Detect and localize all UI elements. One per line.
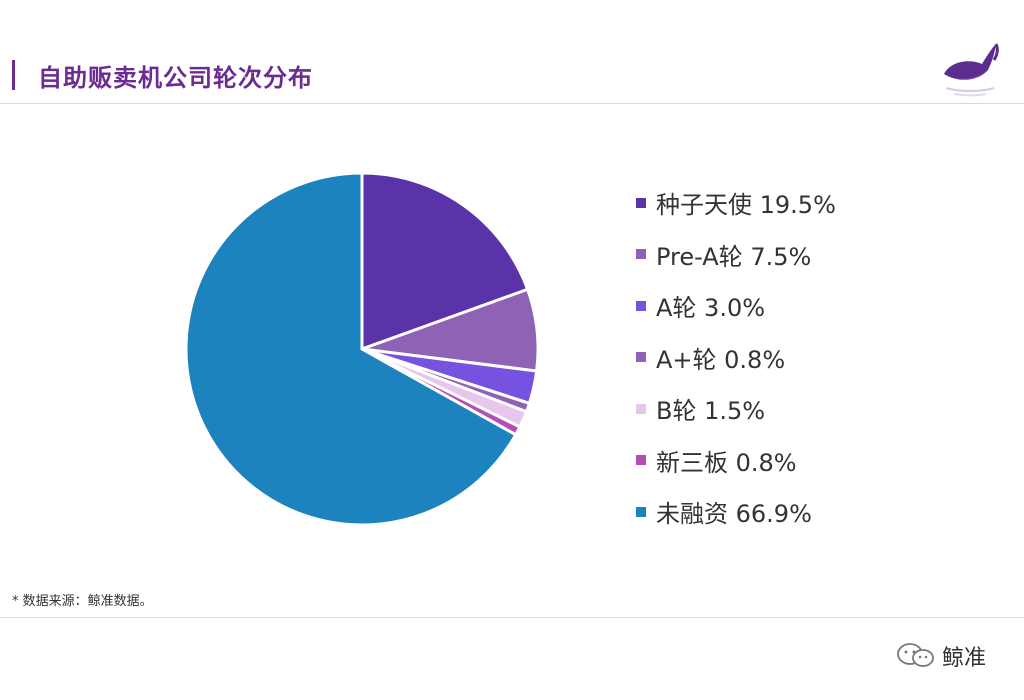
legend-label: A+轮 0.8% <box>656 345 786 374</box>
legend-swatch <box>636 455 646 466</box>
chart-legend: 种子天使 19.5% Pre-A轮 7.5% A轮 3.0% A+轮 0.8% B轮 1… <box>636 177 836 538</box>
legend-swatch <box>636 506 646 517</box>
brand-name: 鲸准 <box>942 646 987 671</box>
legend-swatch <box>636 300 646 311</box>
legend-item: 新三板 0.8% <box>636 435 836 487</box>
legend-label: A轮 3.0% <box>656 294 766 323</box>
legend-item: 种子天使 19.5% <box>636 177 836 229</box>
footer-divider <box>0 617 1024 618</box>
legend-label: 种子天使 19.5% <box>656 191 836 220</box>
legend-swatch <box>636 197 646 208</box>
legend-swatch <box>636 352 646 363</box>
pie-slice <box>360 171 530 352</box>
legend-swatch <box>636 249 646 260</box>
source-note: * 数据来源：鲸准数据。 <box>12 594 153 609</box>
title-accent-bar <box>12 60 15 90</box>
legend-label: 新三板 0.8% <box>656 448 797 477</box>
legend-item: Pre-A轮 7.5% <box>636 229 836 281</box>
legend-item: A+轮 0.8% <box>636 332 836 384</box>
pie-chart <box>184 171 540 527</box>
legend-label: B轮 1.5% <box>656 397 766 426</box>
legend-item: B轮 1.5% <box>636 383 836 435</box>
wechat-icon <box>897 643 934 667</box>
page-title: 自助贩卖机公司轮次分布 <box>38 64 313 92</box>
header-divider <box>0 103 1024 104</box>
pie-slice <box>184 171 518 527</box>
legend-swatch <box>636 403 646 414</box>
legend-item: 未融资 66.9% <box>636 486 836 538</box>
legend-item: A轮 3.0% <box>636 280 836 332</box>
whale-logo-icon <box>944 43 999 97</box>
legend-label: Pre-A轮 7.5% <box>656 242 812 271</box>
legend-label: 未融资 66.9% <box>656 500 812 529</box>
